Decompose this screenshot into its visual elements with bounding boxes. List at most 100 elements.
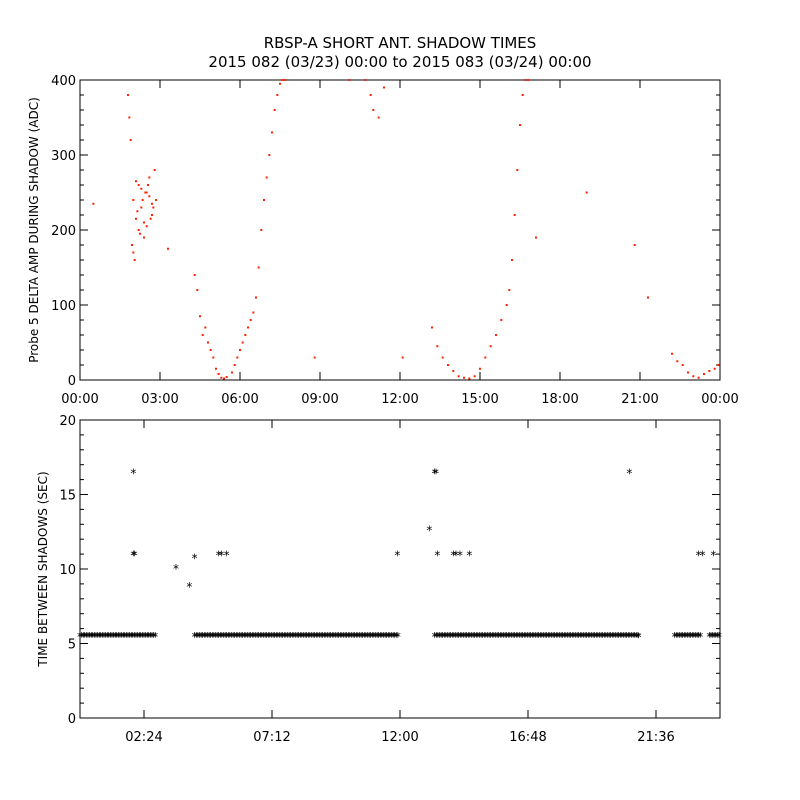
data-point: * <box>452 549 459 563</box>
baseline-point: * <box>487 630 494 644</box>
baseline-point: * <box>589 630 596 644</box>
baseline-point: * <box>588 630 595 644</box>
data-point <box>143 236 145 239</box>
baseline-point: * <box>450 630 457 644</box>
baseline-point: * <box>136 630 143 644</box>
baseline-point: * <box>506 630 513 644</box>
data-point <box>265 176 268 179</box>
data-point <box>495 334 497 336</box>
baseline-point: * <box>605 630 612 644</box>
baseline-point: * <box>349 630 356 644</box>
baseline-point: * <box>455 630 462 644</box>
baseline-point: * <box>306 630 313 644</box>
data-point <box>271 131 273 134</box>
data-point <box>633 244 636 246</box>
y-tick-label: 200 <box>51 224 76 239</box>
baseline-point: * <box>261 630 268 644</box>
data-point: * <box>191 552 198 566</box>
data-point <box>513 214 516 216</box>
baseline-point: * <box>113 630 120 644</box>
baseline-point: * <box>498 630 505 644</box>
baseline-point: * <box>337 630 344 644</box>
baseline-point: * <box>237 630 244 644</box>
baseline-point: * <box>107 630 114 644</box>
baseline-point: * <box>293 630 300 644</box>
data-point: * <box>466 549 473 563</box>
data-point <box>447 364 449 366</box>
baseline-point: * <box>623 630 630 644</box>
baseline-point: * <box>257 630 264 644</box>
baseline-point: * <box>513 630 520 644</box>
data-point <box>136 210 139 213</box>
data-point <box>155 199 157 201</box>
baseline-point: * <box>612 630 619 644</box>
chart-title-line1: RBSP-A SHORT ANT. SHADOW TIMES <box>264 34 537 52</box>
baseline-point: * <box>679 630 686 644</box>
baseline-point: * <box>316 630 323 644</box>
baseline-point: * <box>370 630 377 644</box>
baseline-point: * <box>715 630 722 644</box>
data-point <box>401 356 404 359</box>
baseline-point: * <box>546 630 553 644</box>
baseline-point: * <box>695 630 702 644</box>
data-point <box>468 377 471 380</box>
baseline-point: * <box>365 630 372 644</box>
baseline-point: * <box>685 630 692 644</box>
baseline-point: * <box>465 630 472 644</box>
baseline-point: * <box>562 630 569 644</box>
baseline-point: * <box>581 630 588 644</box>
baseline-point: * <box>477 630 484 644</box>
data-point <box>193 274 196 276</box>
baseline-point: * <box>434 630 441 644</box>
data-point <box>133 259 136 261</box>
baseline-point: * <box>84 630 91 644</box>
baseline-point: * <box>625 630 632 644</box>
baseline-point: * <box>313 630 320 644</box>
baseline-point: * <box>132 630 139 644</box>
data-point <box>431 326 433 329</box>
baseline-point: * <box>348 630 355 644</box>
data-point: * <box>215 549 222 563</box>
x-tick-label: 09:00 <box>301 392 338 407</box>
baseline-point: * <box>191 630 198 644</box>
baseline-point: * <box>493 630 500 644</box>
baseline-point: * <box>308 630 315 644</box>
baseline-point: * <box>144 630 151 644</box>
baseline-point: * <box>124 630 131 644</box>
data-point <box>223 377 225 380</box>
baseline-point: * <box>511 630 518 644</box>
baseline-point: * <box>373 630 380 644</box>
data-point <box>255 296 257 299</box>
baseline-point: * <box>233 630 240 644</box>
baseline-point: * <box>677 630 684 644</box>
baseline-point: * <box>711 630 718 644</box>
top-data-points <box>92 79 720 380</box>
baseline-point: * <box>597 630 604 644</box>
data-point <box>489 345 492 348</box>
baseline-point: * <box>204 630 211 644</box>
baseline-point: * <box>607 630 614 644</box>
baseline-point: * <box>218 630 225 644</box>
x-tick-label: 15:00 <box>461 392 498 407</box>
baseline-point: * <box>476 630 483 644</box>
data-point <box>143 221 145 224</box>
baseline-point: * <box>221 630 228 644</box>
baseline-point: * <box>281 630 288 644</box>
baseline-point: * <box>250 630 257 644</box>
data-point: * <box>432 467 439 481</box>
data-point: * <box>431 467 438 481</box>
baseline-point: * <box>674 630 681 644</box>
baseline-point: * <box>490 630 497 644</box>
baseline-point: * <box>684 630 691 644</box>
data-point <box>508 289 511 291</box>
data-point <box>140 206 143 209</box>
data-point <box>233 364 236 366</box>
data-point <box>127 94 129 96</box>
data-point <box>484 356 487 359</box>
data-point: * <box>186 580 193 594</box>
baseline-point: * <box>712 630 719 644</box>
data-point <box>585 191 588 194</box>
baseline-point: * <box>369 630 376 644</box>
baseline-point: * <box>565 630 572 644</box>
data-point <box>697 376 700 379</box>
